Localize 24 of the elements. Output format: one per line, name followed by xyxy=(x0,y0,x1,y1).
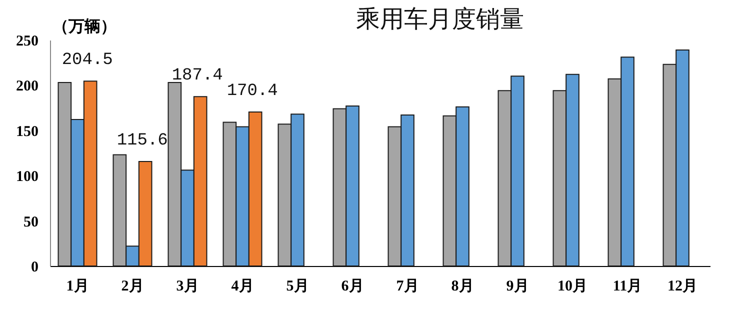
x-tick-label: 1月 xyxy=(66,278,89,294)
x-tick-label: 6月 xyxy=(341,278,364,294)
x-tick-label: 4月 xyxy=(231,278,254,294)
y-tick-label: 0 xyxy=(31,260,38,276)
y-tick-label: 250 xyxy=(16,34,38,50)
data-label: 187.4 xyxy=(172,66,223,86)
x-tick-label: 5月 xyxy=(286,278,309,294)
x-tick-label: 2月 xyxy=(121,278,144,294)
x-tick-label: 12月 xyxy=(668,278,698,294)
data-label: 115.6 xyxy=(116,132,168,150)
y-tick-label: 200 xyxy=(16,78,38,95)
chart-title: 乘用车月度销量 xyxy=(356,5,524,33)
y-tick-label: 100 xyxy=(16,169,38,186)
y-tick-label: 50 xyxy=(24,214,38,230)
x-tick-label: 11月 xyxy=(612,278,642,294)
x-tick-label: 10月 xyxy=(558,278,588,294)
data-label: 204.5 xyxy=(62,51,113,70)
y-tick-label: 150 xyxy=(16,124,38,140)
data-label: 170.4 xyxy=(226,82,278,101)
x-tick-label: 3月 xyxy=(176,278,199,294)
y-axis-title: （万辆） xyxy=(52,18,116,36)
x-tick-label: 9月 xyxy=(506,278,529,294)
x-tick-label: 7月 xyxy=(396,278,419,294)
x-tick-label: 8月 xyxy=(451,278,474,294)
